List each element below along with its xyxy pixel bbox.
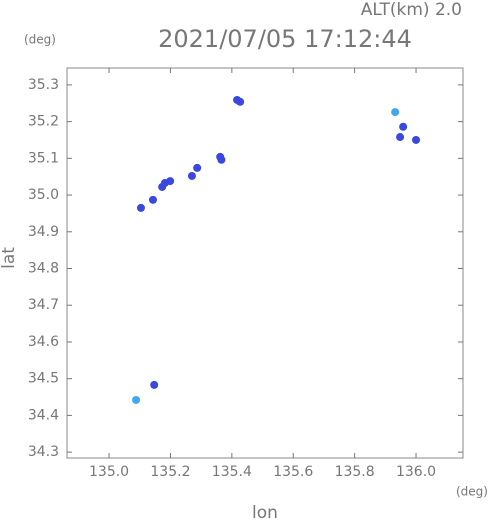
y-tick-label: 35.2 xyxy=(28,114,59,130)
y-tick-label: 35.0 xyxy=(28,187,59,203)
y-unit: (deg) xyxy=(24,33,56,47)
echo xyxy=(412,135,421,144)
y-tick-label: 34.6 xyxy=(28,334,59,350)
x-tick-label: 135.0 xyxy=(89,464,129,480)
echo xyxy=(399,122,408,131)
y-tick-label: 35.1 xyxy=(28,150,59,166)
echo xyxy=(166,177,175,186)
x-tick-label: 135.6 xyxy=(273,464,313,480)
echo xyxy=(193,163,202,172)
y-tick-label: 34.4 xyxy=(28,407,59,423)
echo xyxy=(236,97,245,106)
y-tick-label: 34.8 xyxy=(28,261,59,277)
x-tick-label: 135.2 xyxy=(150,464,190,480)
subtitle: ALT(km) 2.0 xyxy=(361,0,462,20)
echo xyxy=(136,203,145,212)
x-tick-label: 135.8 xyxy=(335,464,375,480)
echo xyxy=(187,171,196,180)
x-tick-label: 136.0 xyxy=(396,464,436,480)
y-axis-label: lat xyxy=(0,247,19,269)
plot-frame xyxy=(66,67,464,459)
y-tick-label: 34.7 xyxy=(28,297,59,313)
echo xyxy=(396,133,405,142)
echo xyxy=(158,182,167,191)
x-tick-label: 135.4 xyxy=(212,464,252,480)
echo xyxy=(217,155,226,164)
y-tick-label: 34.3 xyxy=(28,444,59,460)
echo xyxy=(148,195,157,204)
y-tick-label: 35.3 xyxy=(28,77,59,93)
x-axis-label: lon xyxy=(252,503,278,521)
x-unit: (deg) xyxy=(456,485,488,499)
echo xyxy=(150,380,159,389)
y-tick-label: 34.5 xyxy=(28,371,59,387)
echo xyxy=(391,108,400,117)
chart-title: 2021/07/05 17:12:44 xyxy=(158,25,412,53)
echo xyxy=(132,395,141,404)
y-tick-label: 34.9 xyxy=(28,224,59,240)
